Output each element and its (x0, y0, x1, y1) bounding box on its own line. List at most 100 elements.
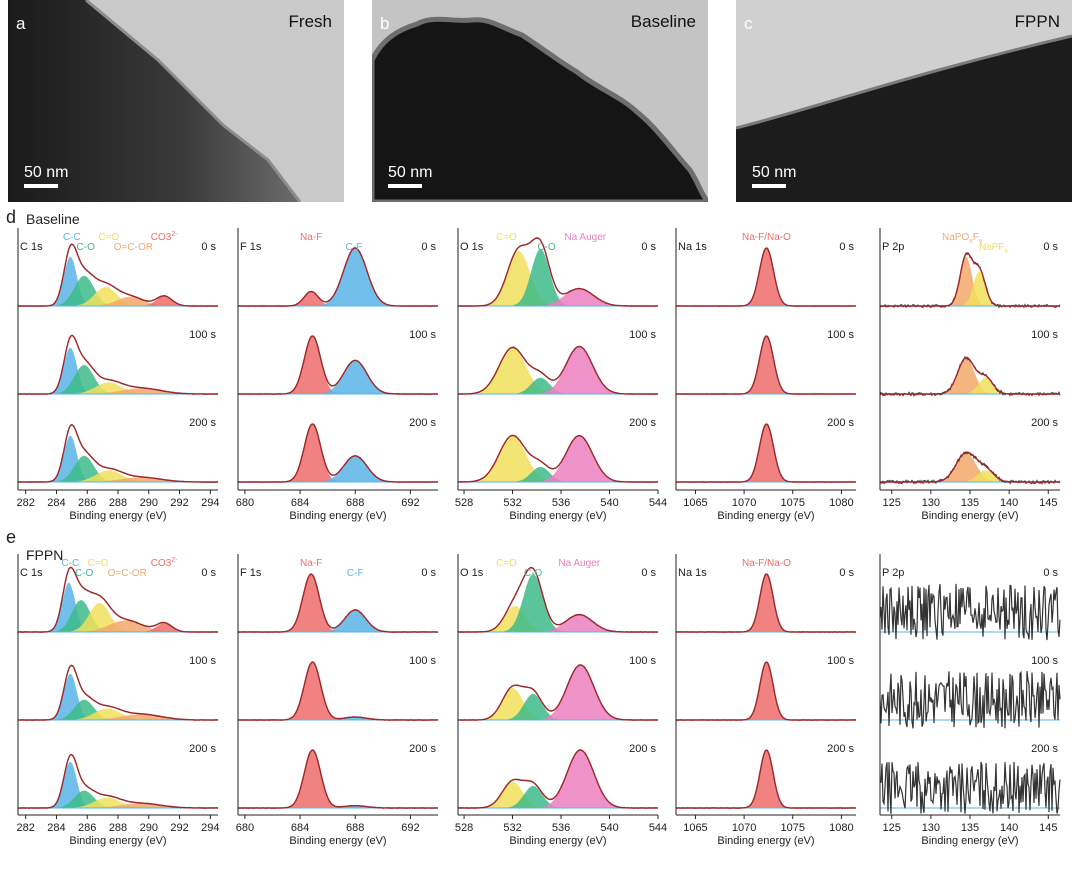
peak-label: NaPFx (979, 242, 1009, 255)
x-tick-label: 282 (17, 497, 35, 509)
peak-component-pink (458, 288, 658, 306)
x-tick-label: 130 (922, 497, 940, 509)
time-label: 0 s (641, 567, 656, 579)
peak-component-blue (238, 717, 438, 720)
tem-panel-baseline: b Baseline 50 nm (372, 0, 708, 202)
time-label: 200 s (827, 743, 854, 755)
x-tick-label: 680 (236, 822, 254, 834)
peak-component-blue (18, 347, 218, 394)
x-tick-label: 135 (961, 822, 979, 834)
x-axis-label: Binding energy (eV) (69, 510, 166, 522)
peak-label: Na-F (300, 558, 322, 569)
time-label: 100 s (1031, 655, 1058, 667)
x-tick-label: 540 (600, 497, 618, 509)
x-tick-label: 544 (649, 497, 667, 509)
x-axis-label: Binding energy (eV) (717, 835, 814, 847)
tem-label-baseline: Baseline (630, 12, 696, 31)
scale-text-a: 50 nm (24, 164, 69, 181)
peak-component-pink (458, 664, 658, 720)
peak-label: Na-F/Na-O (742, 232, 791, 243)
peak-component-yellow (18, 470, 218, 482)
core-level-label: F 1s (240, 241, 262, 253)
x-tick-label: 284 (47, 497, 65, 509)
peak-component-red (676, 248, 856, 306)
x-tick-label: 284 (47, 822, 65, 834)
peak-component-red (18, 296, 218, 306)
peak-component-orange (18, 296, 218, 306)
peak-component-blue (18, 673, 218, 720)
time-label: 100 s (827, 329, 854, 341)
x-tick-label: 292 (170, 497, 188, 509)
peak-component-red (676, 574, 856, 632)
peak-component-yellow (18, 382, 218, 394)
peak-component-pink (458, 750, 658, 808)
time-label: 200 s (827, 417, 854, 429)
peak-label-sup: 2- (171, 557, 178, 564)
x-tick-label: 130 (922, 822, 940, 834)
chart-d-f1s: F 1s 0 s 100 s 200 s Na-F C-F 680 684 688 692 Bind… (236, 228, 439, 522)
peak-component-green (458, 574, 658, 632)
raw-spectrum-line (237, 661, 439, 721)
x-tick-label: 528 (455, 497, 473, 509)
x-tick-label: 528 (455, 822, 473, 834)
core-level-label: P 2p (882, 567, 904, 579)
time-label: 0 s (1043, 241, 1058, 253)
x-tick-label: 290 (140, 497, 158, 509)
peak-component-green (18, 790, 218, 808)
x-tick-label: 1070 (732, 822, 756, 834)
x-tick-label: 1070 (732, 497, 756, 509)
time-label: 200 s (629, 743, 656, 755)
fit-envelope-line (458, 237, 658, 307)
raw-spectrum-line (879, 583, 1061, 641)
time-label: 0 s (421, 241, 436, 253)
x-tick-label: 684 (291, 822, 309, 834)
x-tick-label: 532 (503, 822, 521, 834)
core-level-label: C 1s (20, 241, 43, 253)
core-level-label: C 1s (20, 567, 43, 579)
x-tick-label: 692 (401, 497, 419, 509)
x-tick-label: 544 (649, 822, 667, 834)
time-label: 100 s (629, 329, 656, 341)
fit-envelope-line (238, 423, 438, 483)
fit-envelope-line (458, 749, 658, 809)
x-tick-label: 135 (961, 497, 979, 509)
x-tick-label: 692 (401, 822, 419, 834)
peak-component-green (458, 249, 658, 306)
core-level-label: Na 1s (678, 567, 707, 579)
x-tick-label: 145 (1039, 497, 1057, 509)
peak-label: C-C (63, 232, 81, 243)
peak-component-blue (238, 610, 438, 632)
peak-component-yellow (458, 251, 658, 306)
core-level-label: P 2p (882, 241, 904, 253)
fit-envelope-line (458, 664, 658, 721)
x-tick-label: 684 (291, 497, 309, 509)
peak-component-blue (238, 455, 438, 482)
x-tick-label: 1075 (781, 497, 805, 509)
scale-bar-b: 50 nm (388, 164, 432, 188)
chart-e-na1s: Na 1s 0 s 100 s 200 s Na-F/Na-O 1065 1070 1075 1… (675, 554, 857, 847)
core-level-label: O 1s (460, 567, 484, 579)
x-axis-label: Binding energy (eV) (69, 835, 166, 847)
fit-envelope-line (458, 434, 658, 483)
x-tick-label: 286 (78, 497, 96, 509)
fit-envelope-line (238, 335, 438, 395)
peak-component-blue (18, 582, 218, 632)
peak-component-green (18, 365, 218, 394)
peak-component-yellow (458, 435, 658, 482)
peak-component-yellow (18, 708, 218, 720)
raw-spectrum-line (17, 753, 219, 809)
time-label: 100 s (189, 329, 216, 341)
time-label: 100 s (1031, 329, 1058, 341)
peak-component-blue (18, 761, 218, 808)
fit-envelope-line (458, 345, 658, 395)
x-tick-label: 145 (1039, 822, 1057, 834)
peak-component-orange (880, 256, 1060, 306)
time-label: 100 s (189, 655, 216, 667)
x-tick-label: 1065 (683, 822, 707, 834)
peak-component-red (676, 662, 856, 720)
core-level-label: Na 1s (678, 241, 707, 253)
peak-component-yellow (18, 797, 218, 808)
fit-envelope-line (676, 423, 856, 483)
fit-envelope-line (18, 753, 218, 809)
x-tick-label: 680 (236, 497, 254, 509)
